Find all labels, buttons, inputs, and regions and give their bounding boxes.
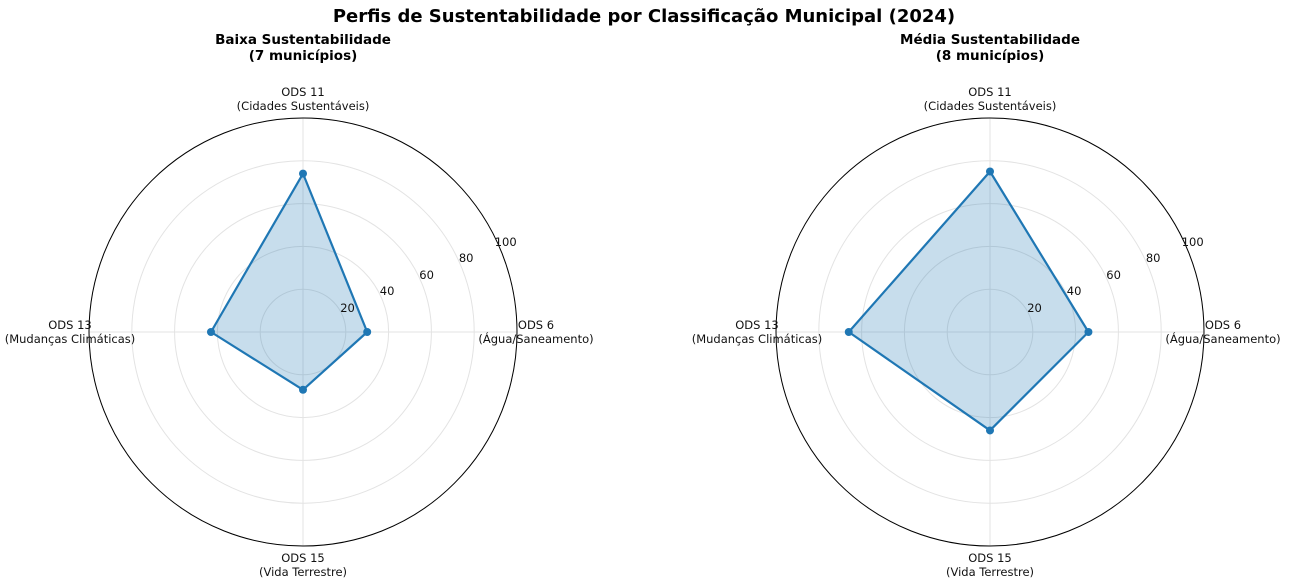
subplot-title: Média Sustentabilidade (8 municípios) [900,32,1080,64]
category-label: ODS 15 (Vida Terrestre) [258,551,348,579]
r-tick-label: 40 [379,284,395,299]
radar-point [844,328,853,336]
radar-area [209,172,369,391]
category-label: ODS 15 (Vida Terrestre) [945,551,1035,579]
r-tick-label: 80 [458,251,474,266]
category-label: ODS 13 (Mudanças Climáticas) [4,318,136,346]
radar-point [206,328,215,336]
main-title: Perfis de Sustentabilidade por Classific… [332,6,956,27]
polar-spine [88,117,518,547]
radar-point [363,328,372,336]
radar-point [986,426,994,435]
radar-point [986,167,994,176]
radar-area [847,170,1090,432]
r-tick-label: 60 [1106,267,1121,282]
subplot-title: Baixa Sustentabilidade (7 municípios) [215,32,391,64]
radar-point [299,169,307,178]
r-tick-label: 100 [1181,235,1204,250]
polar-spine [775,117,1205,547]
r-tick-label: 80 [1145,251,1161,266]
r-tick-label: 20 [340,300,355,315]
radar-point [1084,328,1093,336]
r-tick-label: 100 [494,235,517,250]
r-tick-label: 60 [419,267,434,282]
radar-point [299,385,307,394]
category-label: ODS 6 (Água/Saneamento) [1165,318,1281,346]
category-label: ODS 11 (Cidades Sustentáveis) [923,85,1057,113]
r-tick-label: 40 [1066,284,1082,299]
category-label: ODS 6 (Água/Saneamento) [478,318,594,346]
category-label: ODS 11 (Cidades Sustentáveis) [236,85,370,113]
category-label: ODS 13 (Mudanças Climáticas) [691,318,823,346]
r-tick-label: 20 [1027,300,1042,315]
